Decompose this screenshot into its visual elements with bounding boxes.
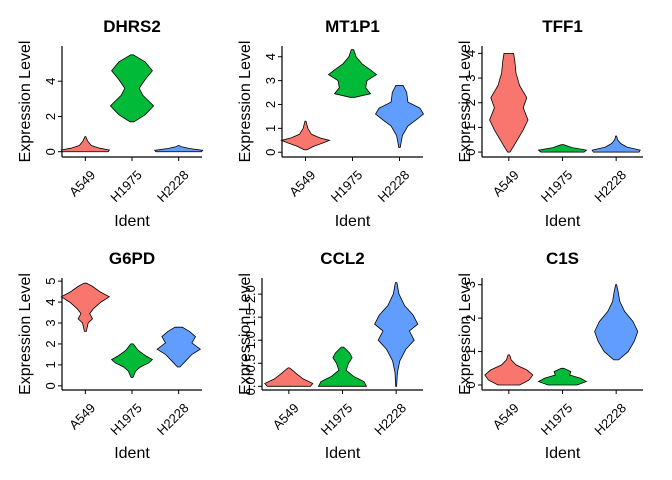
y-axis-label: Expression Level xyxy=(457,273,474,395)
y-tick-label: 3 xyxy=(43,319,58,326)
violin-a549 xyxy=(280,120,331,151)
y-axis-label: Expression Level xyxy=(237,273,254,395)
x-tick-label: H1975 xyxy=(538,400,576,438)
x-tick-label: H2228 xyxy=(154,167,192,205)
violin-h2228 xyxy=(153,145,204,153)
x-axis-label: Ident xyxy=(545,213,581,230)
y-tick-label: 0 xyxy=(43,382,58,389)
x-tick-label: H1975 xyxy=(318,400,356,438)
panel-title: CCL2 xyxy=(320,249,364,268)
panel-title: C1S xyxy=(546,249,579,268)
panel-dhrs2: DHRS2 Expression Level Ident 0 2 4 A549 H1975 H2… xyxy=(17,17,204,230)
y-tick-label: 1.5 xyxy=(243,308,258,326)
x-tick-label: H1975 xyxy=(107,400,145,438)
panel-title: DHRS2 xyxy=(103,17,161,36)
x-tick-label: A549 xyxy=(66,167,98,199)
x-tick-label: H2228 xyxy=(591,400,629,438)
x-tick-label: A549 xyxy=(66,400,98,432)
panel-title: G6PD xyxy=(109,249,155,268)
y-tick-label: 0.5 xyxy=(243,354,258,372)
y-tick-label: 1 xyxy=(263,125,278,132)
y-tick-label: 3 xyxy=(263,77,278,84)
y-tick-label: 2 xyxy=(263,101,278,108)
y-tick-label: 2 xyxy=(463,99,478,106)
y-axis-label: Expression Level xyxy=(17,273,34,395)
x-tick-label: H1975 xyxy=(107,167,145,205)
violin-a549 xyxy=(60,136,110,153)
y-tick-label: 0 xyxy=(43,148,58,155)
y-tick-label: 4 xyxy=(463,50,478,57)
x-tick-label: A549 xyxy=(286,167,318,199)
x-tick-label: H2228 xyxy=(591,167,629,205)
y-tick-label: 1.0 xyxy=(243,331,258,349)
y-tick-label: 3 xyxy=(463,281,478,288)
y-tick-label: 4 xyxy=(43,298,58,305)
y-tick-label: 3 xyxy=(463,74,478,81)
violin-h1975 xyxy=(327,49,378,98)
x-tick-label: H2228 xyxy=(375,167,413,205)
y-axis-label: Expression Level xyxy=(457,41,474,163)
y-tick-label: 2.0 xyxy=(243,285,258,303)
y-tick-label: 2 xyxy=(463,315,478,322)
violin-h2228 xyxy=(374,85,425,148)
x-axis-label: Ident xyxy=(325,445,361,462)
y-tick-label: 0 xyxy=(463,381,478,388)
x-tick-label: H2228 xyxy=(154,400,192,438)
violin-a549 xyxy=(264,367,314,387)
violin-h1975 xyxy=(109,54,155,123)
violin-h1975 xyxy=(537,144,588,153)
violin-h2228 xyxy=(156,326,202,368)
violin-h1975 xyxy=(110,343,154,378)
panel-tff1: TFF1 Expression Level Ident 0 1 2 3 4 A549 H1975 H… xyxy=(457,17,643,230)
violin-h1975 xyxy=(317,346,368,387)
panel-g6pd: G6PD Expression Level Ident 0 1 2 3 4 5 A549 H1975… xyxy=(17,249,202,462)
panel-title: TFF1 xyxy=(542,17,583,36)
violin-a549 xyxy=(489,53,529,153)
y-tick-label: 5 xyxy=(43,278,58,285)
violin-h2228 xyxy=(374,282,419,387)
x-axis-label: Ident xyxy=(114,213,150,230)
y-tick-label: 2 xyxy=(43,340,58,347)
y-tick-label: 1 xyxy=(463,348,478,355)
violin-a549 xyxy=(60,282,111,332)
panel-mt1p1: MT1P1 Expression Level Ident 0 1 2 3 4 A549 H1975… xyxy=(237,17,425,230)
panel-ccl2: CCL2 Expression Level Ident 0.0 0.5 1.0 1.5 2.0… xyxy=(237,249,423,462)
x-axis-label: Ident xyxy=(114,445,150,462)
y-axis-label: Expression Level xyxy=(237,41,254,163)
x-tick-label: A549 xyxy=(270,400,302,432)
x-tick-label: H1975 xyxy=(538,167,576,205)
x-axis-label: Ident xyxy=(545,445,581,462)
y-tick-label: 4 xyxy=(263,53,278,60)
violin-h1975 xyxy=(537,367,588,386)
violin-a549 xyxy=(484,354,534,386)
y-axis-label: Expression Level xyxy=(17,41,34,163)
y-tick-label: 2 xyxy=(43,113,58,120)
violin-h2228 xyxy=(591,135,641,153)
x-tick-label: H2228 xyxy=(371,400,409,438)
panel-title: MT1P1 xyxy=(325,17,380,36)
x-axis-label: Ident xyxy=(335,213,371,230)
y-tick-label: 1 xyxy=(43,361,58,368)
y-tick-label: 0.0 xyxy=(243,377,258,395)
y-tick-label: 0 xyxy=(463,148,478,155)
y-tick-label: 1 xyxy=(463,124,478,131)
y-tick-label: 0 xyxy=(263,149,278,156)
panel-c1s: C1S Expression Level Ident 0 1 2 3 A549 H1975 H22… xyxy=(457,249,643,462)
violin-h2228 xyxy=(594,284,639,361)
x-tick-label: A549 xyxy=(490,167,522,199)
y-tick-label: 4 xyxy=(43,78,58,85)
x-tick-label: H1975 xyxy=(328,167,366,205)
x-tick-label: A549 xyxy=(490,400,522,432)
